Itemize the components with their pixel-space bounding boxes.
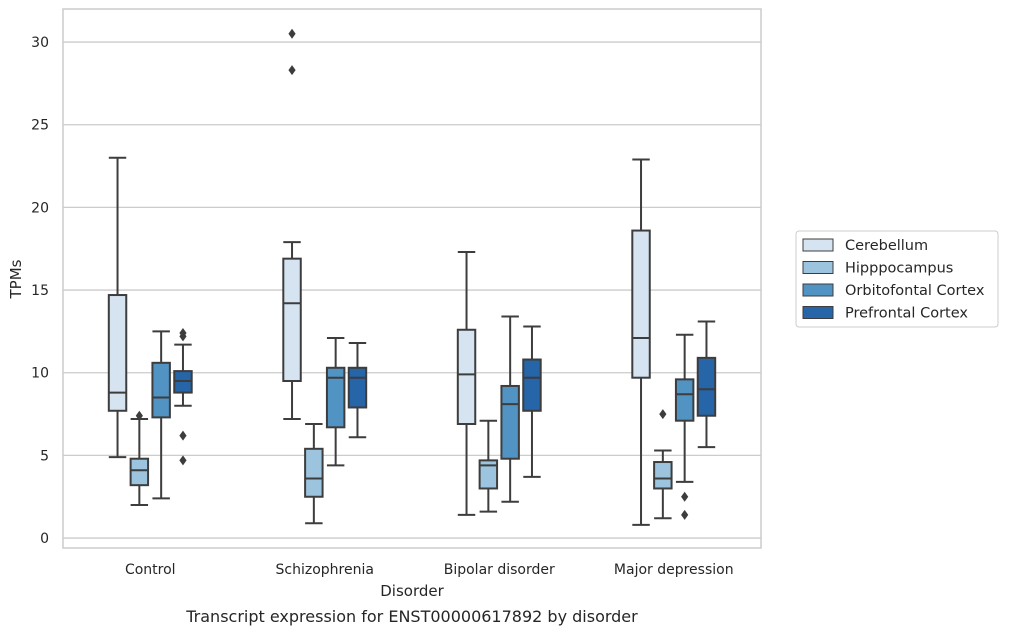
box-orbitofontal-cortex bbox=[500, 315, 520, 503]
box-body bbox=[631, 229, 651, 379]
outlier-point bbox=[681, 509, 689, 520]
outlier-point bbox=[681, 491, 689, 502]
outlier-point bbox=[659, 409, 667, 420]
outlier-point bbox=[179, 328, 187, 339]
box-body bbox=[325, 366, 346, 429]
box-body bbox=[522, 358, 542, 412]
legend-swatch bbox=[802, 261, 834, 274]
box-prefrontal-cortex bbox=[522, 325, 542, 478]
legend-swatch bbox=[802, 238, 834, 252]
outlier-point bbox=[288, 65, 296, 76]
y-tick-label: 25 bbox=[31, 118, 49, 134]
outlier-point bbox=[179, 455, 187, 466]
plot-frame bbox=[62, 8, 762, 549]
box-body bbox=[304, 447, 324, 498]
legend-swatch bbox=[802, 306, 834, 319]
box-body bbox=[347, 366, 368, 409]
box-hipppocampus bbox=[653, 409, 673, 520]
outlier-point bbox=[135, 410, 143, 421]
box-body bbox=[282, 257, 302, 383]
box-prefrontal-cortex bbox=[696, 320, 717, 449]
legend: Cerebellum Hipppocampus Orbitofontal Corte… bbox=[795, 230, 999, 328]
box-prefrontal-cortex bbox=[173, 328, 193, 466]
y-tick-label: 10 bbox=[31, 366, 49, 382]
y-tick-label: 20 bbox=[31, 200, 49, 216]
box-cerebellum bbox=[631, 158, 651, 526]
outlier-point bbox=[179, 430, 187, 441]
box-body bbox=[653, 461, 673, 490]
y-tick-label: 30 bbox=[31, 35, 49, 51]
box-hipppocampus bbox=[304, 422, 324, 525]
box-cerebellum bbox=[456, 251, 477, 516]
box-hipppocampus bbox=[478, 419, 499, 513]
x-tick-labels: Control Schizophrenia Bipolar disorder Majo… bbox=[125, 562, 734, 578]
box-body bbox=[456, 328, 477, 425]
boxes-layer bbox=[107, 28, 717, 526]
box-body bbox=[129, 457, 150, 487]
box-orbitofontal-cortex bbox=[674, 333, 695, 520]
x-axis-label: Disorder bbox=[380, 582, 444, 600]
x-tick-label: Major depression bbox=[614, 562, 734, 578]
box-orbitofontal-cortex bbox=[151, 330, 171, 500]
y-tick-labels: 0 5 10 15 20 25 30 bbox=[31, 35, 49, 547]
box-cerebellum bbox=[282, 28, 302, 421]
y-axis-label: TPMs bbox=[7, 259, 25, 299]
y-tick-label: 15 bbox=[31, 283, 49, 299]
legend-label: Hipppocampus bbox=[845, 261, 953, 277]
box-body bbox=[696, 356, 717, 417]
box-hipppocampus bbox=[129, 410, 150, 507]
outlier-point bbox=[288, 28, 296, 39]
legend-label: Orbitofontal Cortex bbox=[845, 283, 985, 299]
box-prefrontal-cortex bbox=[347, 341, 368, 439]
box-body bbox=[107, 294, 128, 412]
box-body bbox=[478, 459, 499, 490]
box-orbitofontal-cortex bbox=[325, 337, 346, 467]
legend-frame bbox=[795, 230, 999, 328]
box-cerebellum bbox=[107, 156, 128, 459]
x-tick-label: Control bbox=[125, 562, 176, 578]
box-body bbox=[151, 361, 171, 419]
x-tick-label: Schizophrenia bbox=[276, 562, 374, 578]
y-tick-label: 5 bbox=[40, 448, 49, 464]
legend-swatch bbox=[802, 283, 834, 297]
box-body bbox=[500, 384, 520, 460]
chart-caption: Transcript expression for ENST0000061789… bbox=[185, 607, 638, 626]
x-tick-label: Bipolar disorder bbox=[444, 562, 555, 578]
box-body bbox=[674, 378, 695, 422]
legend-label: Prefrontal Cortex bbox=[845, 306, 968, 322]
legend-label: Cerebellum bbox=[845, 238, 928, 254]
y-tick-label: 0 bbox=[40, 531, 49, 547]
